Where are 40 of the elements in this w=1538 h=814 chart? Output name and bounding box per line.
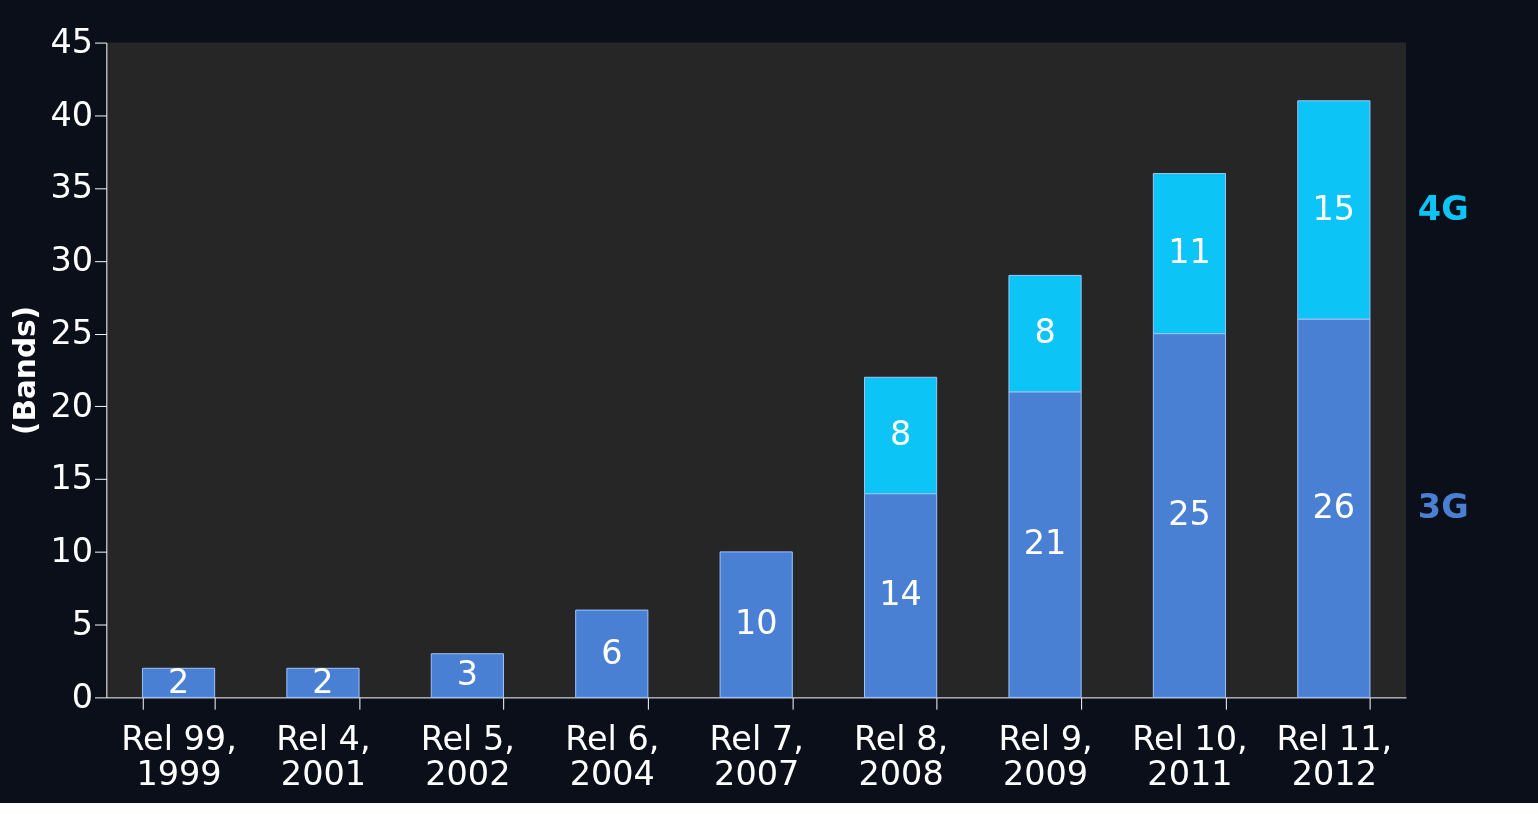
x-tick-label: Rel 11, 2012: [1276, 719, 1393, 794]
data-label: 8: [889, 414, 912, 454]
y-tick-label: 45: [50, 21, 94, 61]
x-tick-label: Rel 99, 1999: [121, 719, 237, 794]
y-axis-title: (Bands): [7, 305, 42, 436]
y-tick-label: 25: [50, 312, 94, 352]
x-tick-label: Rel 10, 2011: [1132, 719, 1248, 794]
x-tick-label: Rel 8, 2008: [854, 719, 949, 794]
x-tick-label: Rel 5, 2002: [420, 719, 515, 794]
data-label: 11: [1168, 232, 1211, 272]
data-label: 14: [879, 574, 922, 614]
data-label: 2: [167, 661, 190, 701]
y-tick-label: 30: [50, 240, 94, 280]
data-label: 26: [1312, 487, 1356, 527]
x-tick-label: Rel 7, 2007: [709, 719, 804, 794]
y-tick-label: 20: [50, 385, 94, 425]
series-label: 4G: [1417, 188, 1469, 228]
bar: [719, 551, 793, 698]
data-label: 10: [734, 603, 778, 643]
y-tick-label: 15: [50, 458, 94, 498]
x-tick-label: Rel 4, 2001: [276, 719, 371, 794]
data-label: 25: [1168, 494, 1211, 534]
y-tick-label: 40: [50, 94, 94, 134]
bar: [575, 609, 649, 698]
x-tick-label: Rel 9, 2009: [998, 719, 1093, 794]
bar: [141, 667, 216, 698]
x-tick-label: Rel 6, 2004: [565, 719, 660, 794]
data-label: 15: [1312, 188, 1356, 228]
y-tick-label: 5: [71, 603, 94, 643]
y-tick-label: 10: [50, 531, 94, 571]
series-label: 3G: [1417, 487, 1469, 527]
y-tick-label: 0: [71, 676, 94, 716]
data-label: 2: [312, 661, 334, 701]
data-label: 21: [1023, 523, 1067, 563]
data-label: 3: [456, 654, 479, 694]
bar: [430, 653, 504, 698]
data-label: 8: [1034, 312, 1056, 352]
data-label: 6: [601, 632, 623, 672]
y-tick-label: 35: [50, 167, 94, 207]
bar: [286, 667, 360, 698]
